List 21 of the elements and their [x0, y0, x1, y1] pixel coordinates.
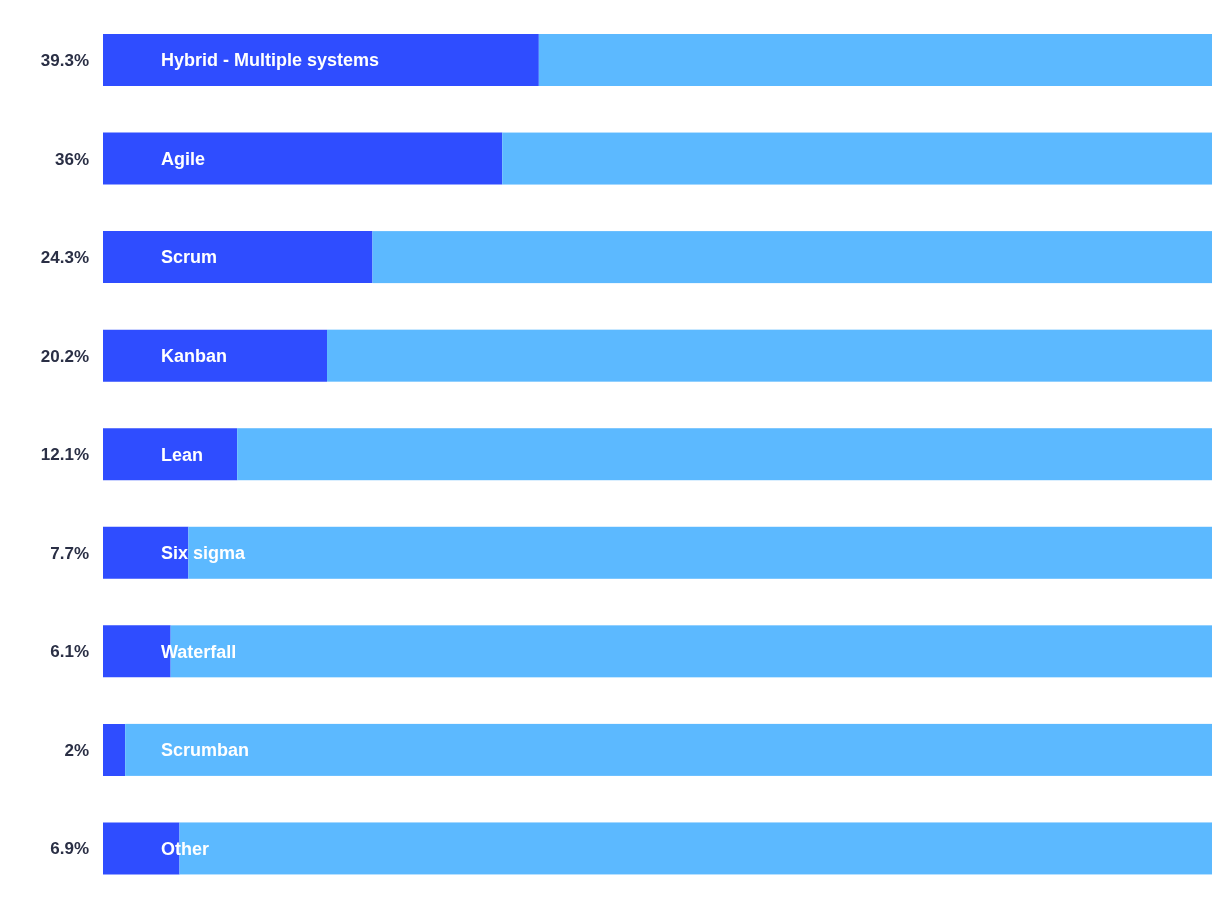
data-label: 24.3% — [40, 248, 89, 268]
bar — [103, 231, 373, 284]
y-tick-label: Agile — [161, 148, 206, 169]
bar — [103, 526, 189, 579]
y-tick-label: Hybrid - Multiple systems — [161, 50, 380, 71]
bar — [103, 428, 238, 481]
bar — [103, 329, 328, 382]
data-label: 36% — [54, 149, 89, 169]
data-label: 6.9% — [50, 839, 89, 859]
y-tick-label: Lean — [161, 444, 204, 465]
y-tick-label: Kanban — [161, 345, 228, 366]
data-label: 6.1% — [50, 642, 89, 662]
data-label: 12.1% — [40, 445, 89, 465]
y-tick-label: Scrumban — [161, 740, 250, 761]
data-label: 20.2% — [40, 346, 89, 366]
y-tick-label: Scrum — [161, 247, 218, 268]
y-tick-label: Six sigma — [161, 543, 247, 564]
data-label: 39.3% — [40, 50, 89, 70]
data-label: 7.7% — [50, 543, 89, 563]
data-label: 2% — [64, 740, 89, 760]
bar — [103, 723, 126, 776]
